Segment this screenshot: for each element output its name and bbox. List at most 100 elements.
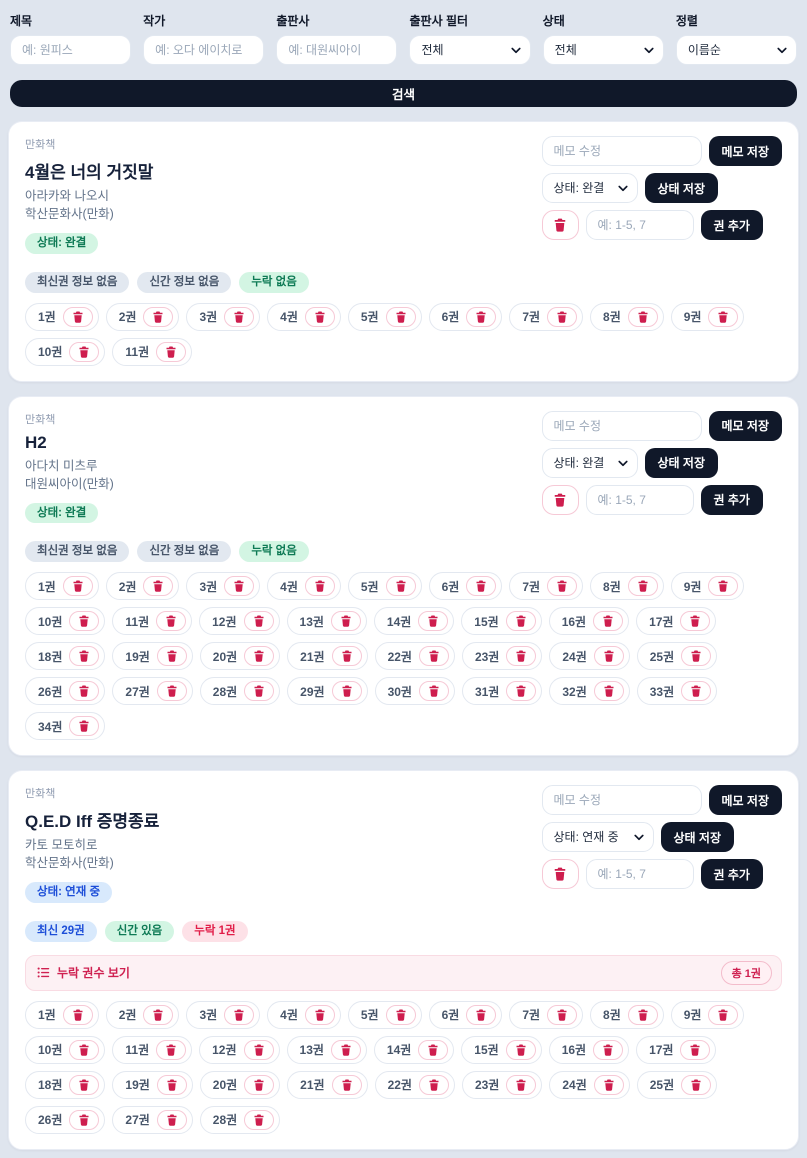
volume-delete-button[interactable] [547, 576, 578, 597]
sort-select[interactable]: 이름순 [675, 35, 797, 65]
book-status-select[interactable]: 상태: 연재 중 [541, 822, 654, 853]
volume-delete-button[interactable] [156, 1109, 187, 1130]
memo-save-button[interactable]: 메모 저장 [708, 785, 782, 816]
title-filter-input[interactable] [10, 35, 132, 65]
volume-delete-button[interactable] [418, 611, 449, 632]
volume-delete-button[interactable] [466, 306, 497, 327]
status-save-button[interactable]: 상태 저장 [644, 173, 718, 203]
volume-delete-button[interactable] [156, 646, 187, 667]
volume-delete-button[interactable] [331, 1074, 362, 1095]
volume-delete-button[interactable] [143, 1004, 174, 1025]
volume-delete-button[interactable] [69, 716, 100, 737]
volume-delete-button[interactable] [593, 681, 624, 702]
volume-delete-button[interactable] [304, 306, 335, 327]
volume-delete-button[interactable] [156, 611, 187, 632]
volume-delete-button[interactable] [304, 576, 335, 597]
add-volume-button[interactable]: 권 추가 [700, 484, 763, 515]
volume-delete-button[interactable] [244, 1109, 275, 1130]
volume-delete-button[interactable] [69, 1074, 100, 1095]
volume-delete-button[interactable] [708, 306, 739, 327]
volume-delete-button[interactable] [331, 681, 362, 702]
volume-delete-button[interactable] [62, 576, 93, 597]
volume-delete-button[interactable] [418, 1074, 449, 1095]
volume-delete-button[interactable] [627, 1004, 658, 1025]
volume-delete-button[interactable] [681, 681, 712, 702]
book-status-select[interactable]: 상태: 완결 [541, 173, 638, 203]
volume-delete-button[interactable] [418, 646, 449, 667]
add-volume-input[interactable] [585, 859, 694, 890]
add-volume-button[interactable]: 권 추가 [700, 210, 763, 240]
volume-delete-button[interactable] [156, 1074, 187, 1095]
book-status-select[interactable]: 상태: 완결 [541, 447, 638, 478]
volume-delete-button[interactable] [244, 646, 275, 667]
volume-delete-button[interactable] [330, 1039, 361, 1060]
missing-volumes-toggle[interactable]: 누락 권수 보기 [37, 964, 130, 981]
add-volume-input[interactable] [585, 210, 694, 240]
volume-delete-button[interactable] [243, 611, 274, 632]
volume-delete-button[interactable] [156, 681, 187, 702]
volume-delete-button[interactable] [627, 306, 658, 327]
volume-delete-button[interactable] [69, 1039, 100, 1060]
publisher-filter-input[interactable] [276, 35, 398, 65]
add-volume-input[interactable] [585, 484, 694, 515]
volume-delete-button[interactable] [506, 1074, 537, 1095]
volume-delete-button[interactable] [156, 1039, 187, 1060]
volume-delete-button[interactable] [681, 646, 712, 667]
volume-delete-button[interactable] [593, 1074, 624, 1095]
volume-delete-button[interactable] [680, 1039, 711, 1060]
memo-input[interactable] [541, 785, 702, 816]
volume-delete-button[interactable] [506, 681, 537, 702]
volume-delete-button[interactable] [708, 1004, 739, 1025]
volume-delete-button[interactable] [69, 1109, 100, 1130]
volume-delete-button[interactable] [505, 611, 536, 632]
volume-delete-button[interactable] [547, 1004, 578, 1025]
status-save-button[interactable]: 상태 저장 [660, 822, 734, 853]
volume-delete-button[interactable] [69, 681, 100, 702]
volume-delete-button[interactable] [69, 611, 100, 632]
volume-delete-button[interactable] [330, 611, 361, 632]
volume-delete-button[interactable] [69, 646, 100, 667]
delete-book-button[interactable] [541, 210, 579, 240]
memo-input[interactable] [541, 136, 702, 166]
volume-delete-button[interactable] [593, 646, 624, 667]
volume-delete-button[interactable] [62, 1004, 93, 1025]
volume-delete-button[interactable] [385, 306, 416, 327]
volume-delete-button[interactable] [627, 576, 658, 597]
volume-delete-button[interactable] [304, 1004, 335, 1025]
volume-delete-button[interactable] [505, 1039, 536, 1060]
volume-delete-button[interactable] [547, 306, 578, 327]
volume-delete-button[interactable] [593, 611, 624, 632]
publisher-filter-select[interactable]: 전체 [409, 35, 531, 65]
volume-delete-button[interactable] [593, 1039, 624, 1060]
volume-delete-button[interactable] [243, 1039, 274, 1060]
volume-delete-button[interactable] [418, 1039, 449, 1060]
volume-delete-button[interactable] [466, 1004, 497, 1025]
volume-delete-button[interactable] [708, 576, 739, 597]
volume-delete-button[interactable] [224, 1004, 255, 1025]
volume-delete-button[interactable] [385, 576, 416, 597]
volume-delete-button[interactable] [224, 576, 255, 597]
volume-delete-button[interactable] [466, 576, 497, 597]
volume-delete-button[interactable] [680, 611, 711, 632]
volume-delete-button[interactable] [62, 306, 93, 327]
volume-delete-button[interactable] [681, 1074, 712, 1095]
delete-book-button[interactable] [541, 859, 579, 890]
volume-delete-button[interactable] [385, 1004, 416, 1025]
add-volume-button[interactable]: 권 추가 [700, 859, 763, 890]
volume-delete-button[interactable] [224, 306, 255, 327]
status-filter-select[interactable]: 전체 [542, 35, 664, 65]
volume-delete-button[interactable] [69, 341, 100, 362]
volume-delete-button[interactable] [143, 576, 174, 597]
volume-delete-button[interactable] [156, 341, 187, 362]
status-save-button[interactable]: 상태 저장 [644, 447, 718, 478]
volume-delete-button[interactable] [143, 306, 174, 327]
volume-delete-button[interactable] [506, 646, 537, 667]
volume-delete-button[interactable] [331, 646, 362, 667]
author-filter-input[interactable] [143, 35, 265, 65]
volume-delete-button[interactable] [244, 681, 275, 702]
memo-input[interactable] [541, 410, 702, 441]
delete-book-button[interactable] [541, 484, 579, 515]
memo-save-button[interactable]: 메모 저장 [708, 410, 782, 441]
search-button[interactable]: 검색 [10, 80, 797, 107]
memo-save-button[interactable]: 메모 저장 [708, 136, 782, 166]
